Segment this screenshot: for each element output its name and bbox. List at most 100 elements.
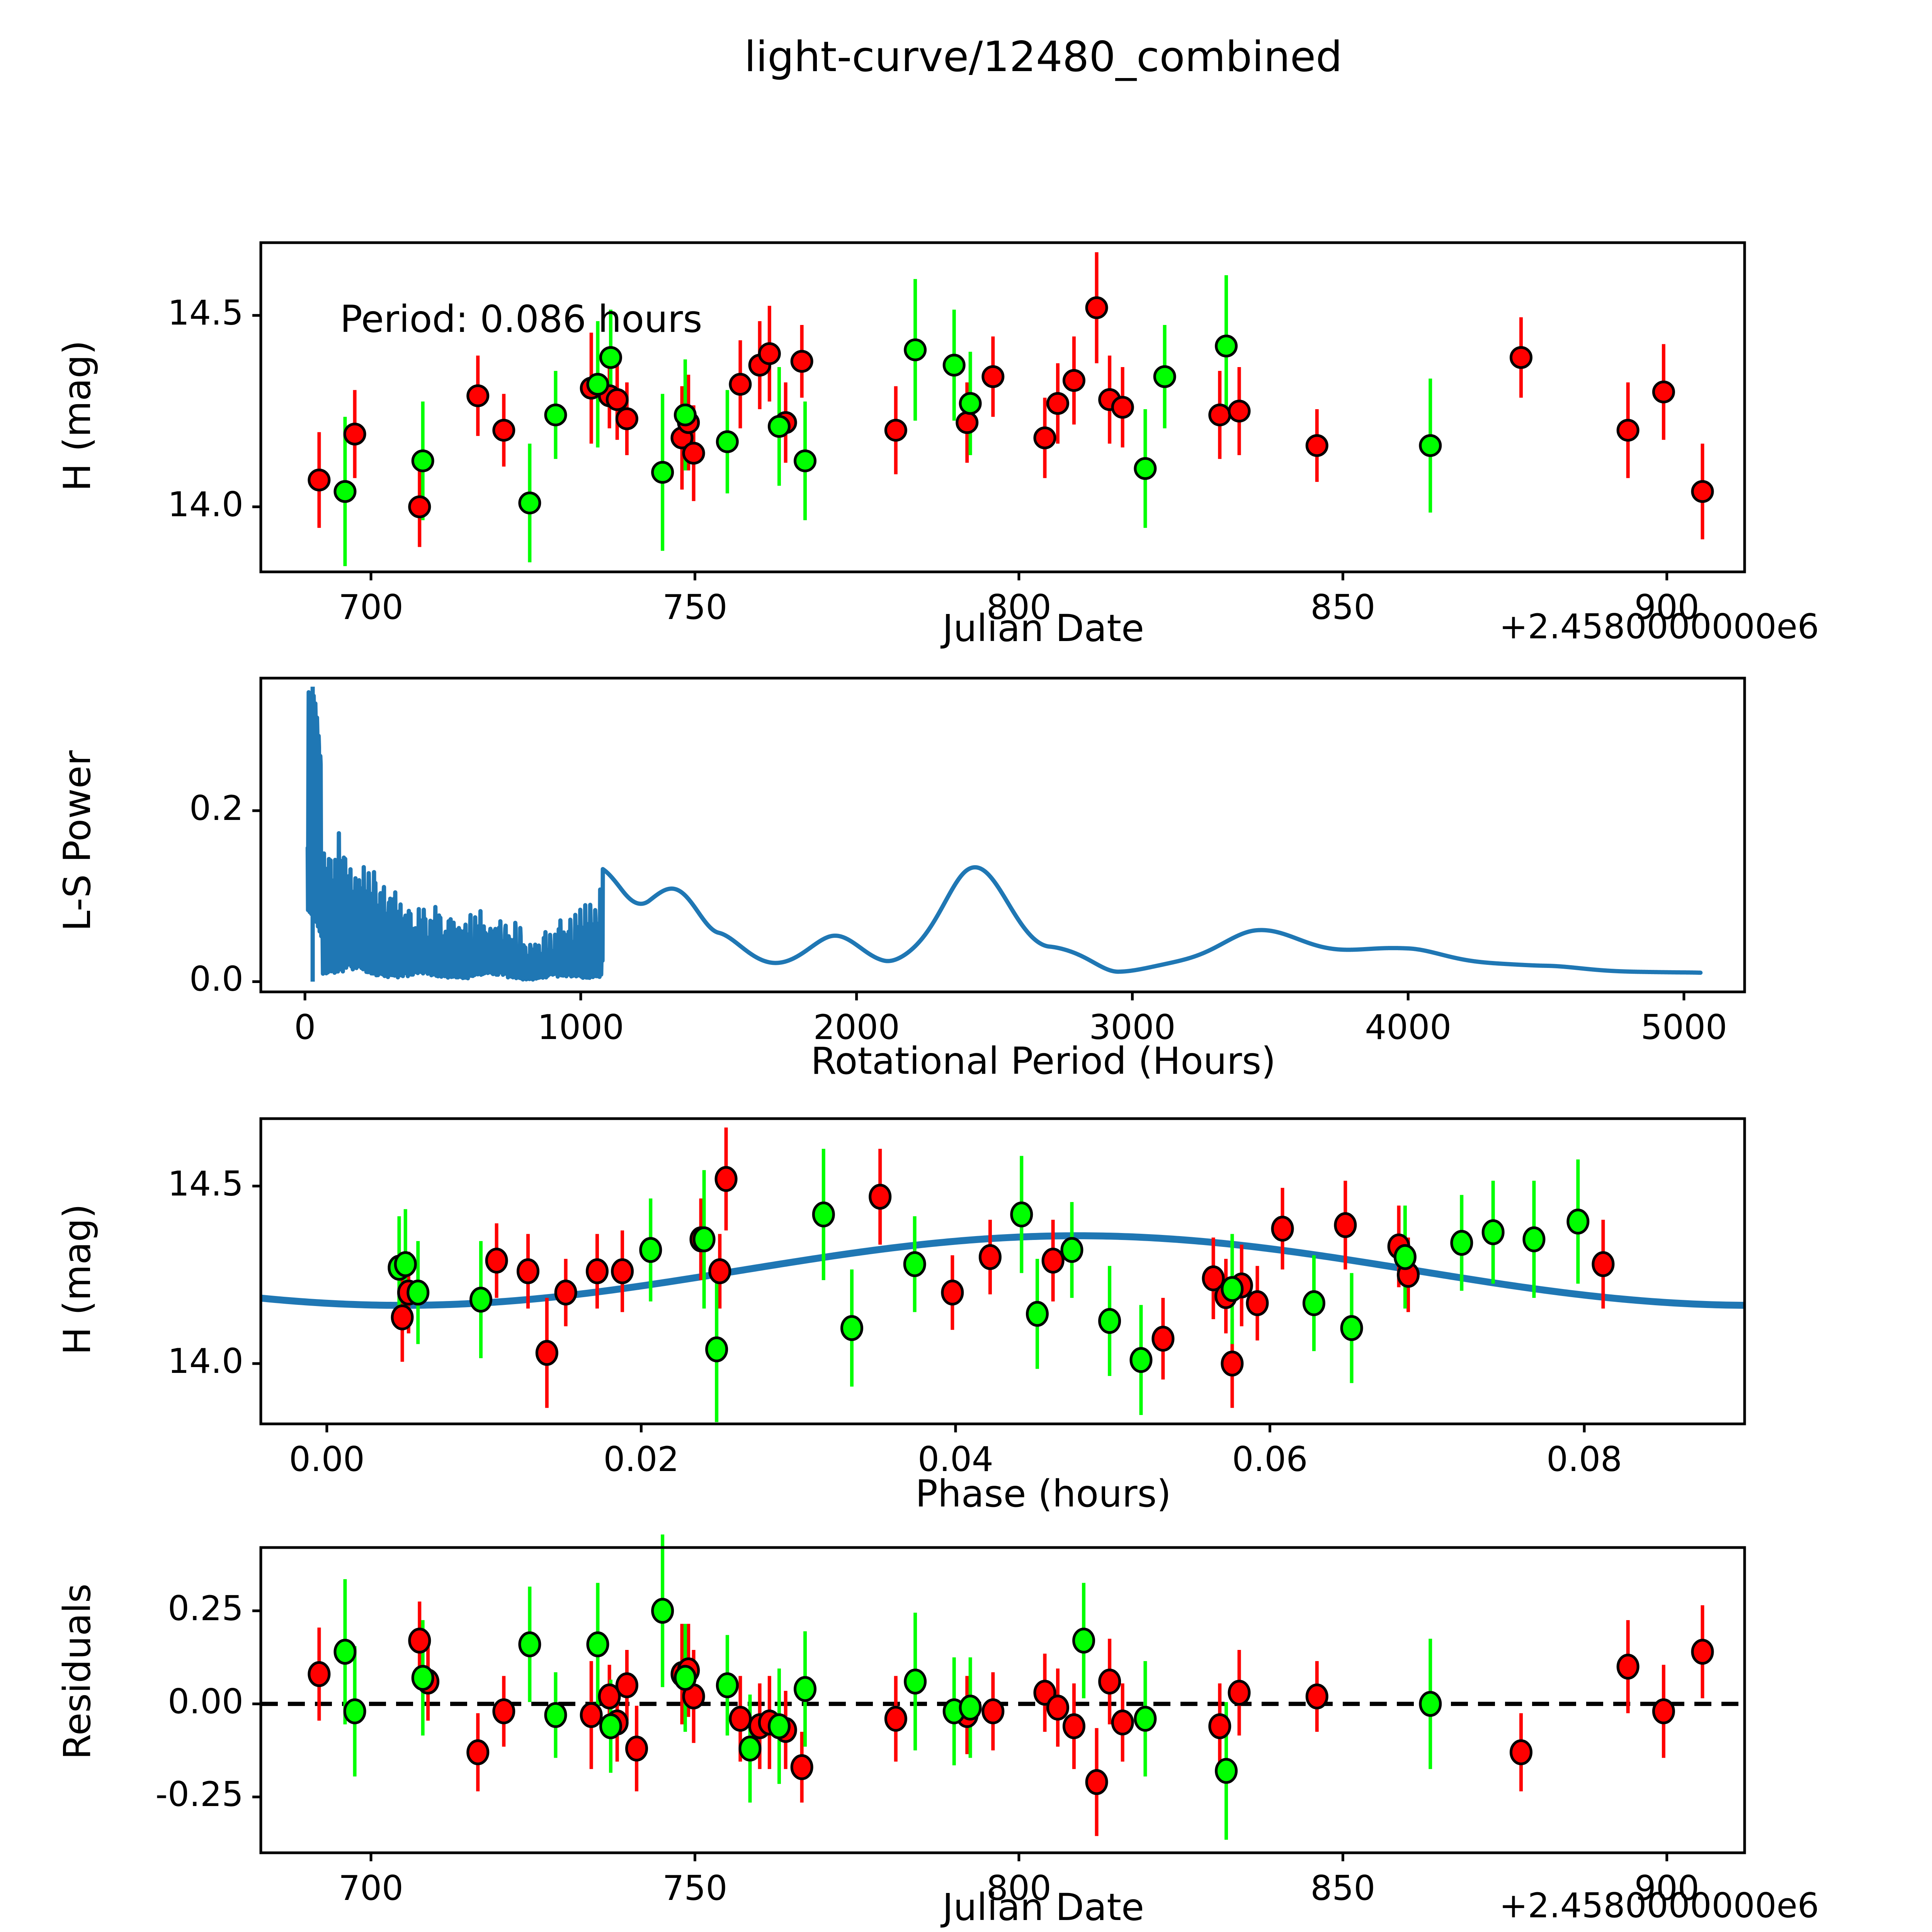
- data-point: [1098, 1668, 1121, 1695]
- data-point: [692, 1226, 716, 1252]
- data-point: [1221, 1350, 1244, 1377]
- data-point: [904, 1668, 927, 1695]
- markers-green: [333, 1598, 1442, 1784]
- panel-lightcurve: [252, 241, 1746, 580]
- markers-red: [308, 296, 1714, 519]
- data-point: [1041, 1247, 1065, 1274]
- data-point: [544, 403, 567, 427]
- panel4-xlabel: Julian Date: [942, 1886, 1145, 1929]
- data-point: [1302, 1290, 1325, 1316]
- data-point: [1228, 400, 1251, 423]
- data-point: [343, 422, 366, 446]
- errorbars-green: [343, 1534, 1432, 1840]
- data-point: [599, 346, 622, 369]
- data-point: [729, 373, 752, 396]
- data-point: [466, 1739, 490, 1765]
- data-point: [1202, 1265, 1225, 1291]
- data-point: [411, 449, 434, 473]
- data-point: [978, 1244, 1002, 1270]
- data-point: [535, 1340, 558, 1366]
- lightcurve-plot-area: [252, 241, 1746, 580]
- data-point: [554, 1279, 577, 1306]
- data-point: [599, 1713, 622, 1739]
- data-point: [343, 1698, 366, 1725]
- panel1-x-offset-text: +2.4580000000e6: [1499, 607, 1819, 646]
- data-point: [1026, 1301, 1049, 1327]
- data-point: [1111, 396, 1134, 419]
- data-point: [333, 1639, 357, 1665]
- panel2-xlabel: Rotational Period (Hours): [811, 1039, 1276, 1083]
- panel1-ylabel: H (mag): [56, 340, 99, 492]
- ytick-label: 0.00: [168, 1681, 243, 1721]
- panel3-xlabel: Phase (hours): [915, 1472, 1171, 1515]
- xtick-label: 0: [294, 1007, 316, 1047]
- data-point: [406, 1279, 430, 1306]
- data-point: [1481, 1219, 1505, 1245]
- data-point: [840, 1315, 863, 1341]
- data-point: [794, 449, 817, 473]
- data-point: [1010, 1201, 1033, 1228]
- data-point: [1134, 457, 1157, 480]
- axes-frame: [259, 677, 1746, 993]
- data-point: [959, 392, 982, 415]
- data-point: [615, 407, 638, 430]
- data-point: [1085, 296, 1108, 319]
- data-point: [1691, 480, 1714, 503]
- data-point: [1616, 1653, 1639, 1680]
- data-point: [308, 468, 331, 492]
- data-point: [767, 1713, 791, 1739]
- data-point: [767, 415, 791, 438]
- data-point: [651, 1598, 674, 1624]
- data-point: [794, 1676, 817, 1702]
- xtick-label: 5000: [1640, 1007, 1727, 1047]
- panel-periodogram: [252, 677, 1746, 1000]
- data-point: [1062, 369, 1085, 392]
- data-point: [708, 1258, 731, 1284]
- data-point: [1566, 1208, 1590, 1235]
- panel1-xlabel: Julian Date: [942, 607, 1145, 650]
- markers-green: [388, 1201, 1590, 1373]
- xtick-label: 800: [986, 1868, 1051, 1908]
- data-point: [518, 492, 541, 515]
- data-point: [729, 1706, 752, 1732]
- xtick-label: 0.08: [1546, 1439, 1622, 1479]
- data-point: [673, 1665, 697, 1691]
- data-point: [1419, 1691, 1442, 1717]
- tick-marks: [252, 1185, 1586, 1432]
- data-point: [812, 1201, 835, 1228]
- data-point: [790, 350, 813, 373]
- data-point: [586, 373, 609, 396]
- data-point: [1509, 346, 1532, 369]
- data-point: [639, 1237, 662, 1263]
- data-point: [544, 1702, 567, 1728]
- data-point: [517, 1258, 540, 1284]
- data-point: [884, 418, 907, 442]
- xtick-label: 4000: [1365, 1007, 1452, 1047]
- data-point: [942, 354, 966, 377]
- data-point: [1111, 1709, 1134, 1736]
- markers-green: [333, 334, 1442, 515]
- tick-marks: [252, 809, 1685, 1000]
- data-point: [492, 1698, 515, 1725]
- data-point: [1450, 1230, 1473, 1256]
- xtick-label: 0.04: [917, 1439, 993, 1479]
- data-point: [394, 1251, 417, 1277]
- ytick-label: 14.5: [168, 293, 243, 333]
- data-point: [1208, 1713, 1231, 1739]
- data-point: [411, 1665, 434, 1691]
- data-point: [518, 1631, 541, 1657]
- data-point: [492, 418, 515, 442]
- data-point: [956, 411, 979, 434]
- data-point: [1509, 1739, 1532, 1765]
- data-point: [884, 1706, 907, 1732]
- markers-red: [308, 1628, 1714, 1795]
- panel4-ylabel: Residuals: [56, 1583, 99, 1760]
- panel3-ylabel: H (mag): [56, 1204, 99, 1355]
- panel-phasefold: [252, 1117, 1746, 1432]
- data-point: [615, 1672, 638, 1698]
- data-point: [903, 1251, 926, 1277]
- ytick-label: 0.25: [168, 1588, 243, 1628]
- panel2-ylabel: L-S Power: [56, 750, 99, 932]
- xtick-label: 700: [338, 587, 404, 627]
- panel4-x-offset-text: +2.4580000000e6: [1499, 1886, 1819, 1925]
